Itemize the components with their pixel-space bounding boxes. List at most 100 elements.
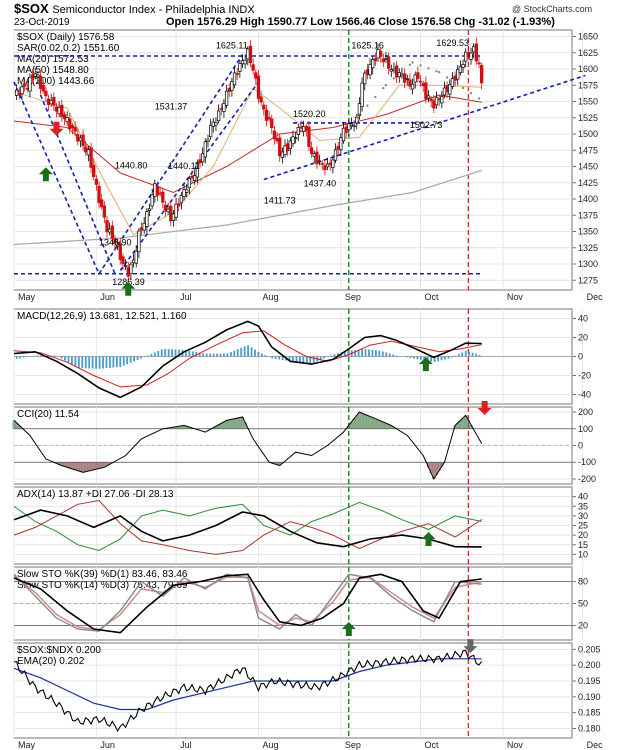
candle-body bbox=[355, 116, 359, 124]
macd-histogram-bar bbox=[261, 353, 263, 357]
cci-overbought-fill bbox=[466, 420, 470, 429]
candle-body bbox=[169, 205, 173, 222]
macd-histogram-bar bbox=[475, 353, 477, 357]
candle-body bbox=[365, 69, 370, 76]
quote-date: 23-Oct-2019 bbox=[14, 17, 70, 28]
price-ytick-label: 1300 bbox=[578, 259, 598, 269]
x-tick-label: Aug bbox=[262, 292, 278, 302]
macd-histogram-bar bbox=[67, 356, 70, 363]
macd-histogram-bar bbox=[174, 349, 177, 357]
cci-overbought-fill bbox=[384, 423, 388, 429]
macd-histogram-bar bbox=[95, 356, 98, 369]
macd-histogram-bar bbox=[240, 347, 243, 357]
macd-histogram-bar bbox=[153, 352, 156, 357]
candle-body bbox=[163, 204, 168, 211]
cci-oversold-fill bbox=[86, 462, 90, 472]
cci-overbought-fill bbox=[182, 425, 186, 429]
cci-overbought-fill bbox=[381, 422, 385, 429]
buy-arrow-icon bbox=[121, 281, 136, 296]
candle-body bbox=[38, 75, 43, 89]
sar-dot bbox=[374, 95, 377, 99]
candle-body bbox=[227, 88, 231, 93]
buy-arrow-icon bbox=[38, 167, 53, 182]
macd-histogram-bar bbox=[343, 351, 346, 357]
macd-histogram-bar bbox=[39, 355, 42, 357]
candle-body bbox=[301, 126, 306, 132]
trendline bbox=[98, 54, 244, 275]
cci-overbought-fill bbox=[235, 418, 239, 429]
candle-body bbox=[384, 58, 388, 60]
cci-oversold-fill bbox=[81, 462, 85, 473]
candle-body bbox=[158, 192, 162, 195]
candle-body bbox=[480, 65, 484, 84]
candle-body bbox=[190, 175, 194, 179]
cci-overbought-fill bbox=[187, 427, 191, 429]
price-annotation: 1531.37 bbox=[155, 102, 188, 112]
macd-histogram-bar bbox=[98, 356, 101, 369]
macd-histogram-bar bbox=[81, 356, 84, 369]
candle-body bbox=[262, 104, 266, 110]
macd-histogram-bar bbox=[136, 356, 139, 361]
cci-overbought-fill bbox=[368, 416, 372, 429]
cci-oversold-fill bbox=[60, 462, 64, 466]
macd-histogram-bar bbox=[191, 351, 194, 357]
price-annotation: 1437.40 bbox=[304, 179, 337, 189]
cci-oversold-fill bbox=[73, 462, 77, 470]
price-ytick-label: 1425 bbox=[578, 178, 598, 188]
macd-histogram-bar bbox=[233, 350, 236, 357]
trendline bbox=[119, 81, 260, 271]
cci-overbought-fill bbox=[238, 417, 242, 429]
macd-ytick-label: -20 bbox=[578, 371, 591, 381]
candle-body bbox=[317, 160, 322, 163]
candle-body bbox=[187, 178, 192, 189]
price-ytick-label: 1450 bbox=[578, 162, 598, 172]
candle-body bbox=[70, 125, 75, 129]
watermark: @ StockCharts.com bbox=[512, 4, 593, 14]
macd-histogram-bar bbox=[409, 356, 412, 359]
macd-histogram-bar bbox=[19, 356, 22, 359]
candle-body bbox=[421, 83, 425, 87]
cci-overbought-fill bbox=[469, 424, 473, 429]
macd-histogram-bar bbox=[22, 356, 25, 358]
candle-body bbox=[22, 83, 27, 87]
ratio-ytick-label: 0.200 bbox=[578, 660, 601, 670]
price-annotation: 1346.90 bbox=[99, 238, 132, 248]
cci-oversold-fill bbox=[102, 462, 106, 468]
candle-body bbox=[371, 59, 375, 69]
cci-overbought-fill bbox=[376, 419, 380, 429]
macd-histogram-bar bbox=[440, 356, 443, 361]
sox-ndx-ratio-line bbox=[13, 649, 483, 733]
cci-overbought-fill bbox=[392, 427, 396, 429]
macd-histogram-bar bbox=[157, 350, 160, 357]
macd-histogram-bar bbox=[381, 351, 384, 357]
candle-body bbox=[373, 58, 378, 62]
cci-overbought-fill bbox=[355, 415, 359, 429]
cci-overbought-fill bbox=[349, 422, 353, 429]
macd-histogram-bar bbox=[36, 355, 39, 357]
candle-body bbox=[333, 149, 338, 161]
cci-oversold-fill bbox=[76, 462, 80, 471]
candle-body bbox=[397, 72, 401, 78]
candle-body bbox=[416, 72, 420, 79]
candle-body bbox=[256, 75, 261, 99]
macd-histogram-bar bbox=[368, 349, 370, 357]
macd-histogram-bar bbox=[129, 356, 132, 363]
candle-body bbox=[150, 194, 154, 207]
candle-body bbox=[28, 76, 32, 92]
adx-buy-arrow-icon bbox=[421, 531, 436, 546]
x-tick-label: Dec bbox=[587, 292, 604, 302]
cci-oversold-fill bbox=[89, 462, 93, 471]
adx-ytick-label: 15 bbox=[578, 540, 588, 550]
candle-body bbox=[424, 82, 428, 100]
quote-line: Open 1576.29 High 1590.77 Low 1566.46 Cl… bbox=[166, 16, 555, 28]
cci-overbought-fill bbox=[230, 419, 234, 429]
candle-body bbox=[315, 151, 319, 165]
cci-overbought-fill bbox=[365, 415, 369, 429]
cci-overbought-fill bbox=[241, 417, 245, 429]
price-annotation: 1625.16 bbox=[351, 41, 384, 51]
cci-overbought-fill bbox=[243, 422, 247, 429]
macd-histogram-bar bbox=[299, 356, 301, 363]
x-tick-label: Sep bbox=[345, 292, 361, 302]
candle-body bbox=[142, 222, 146, 231]
candle-body bbox=[331, 159, 335, 169]
